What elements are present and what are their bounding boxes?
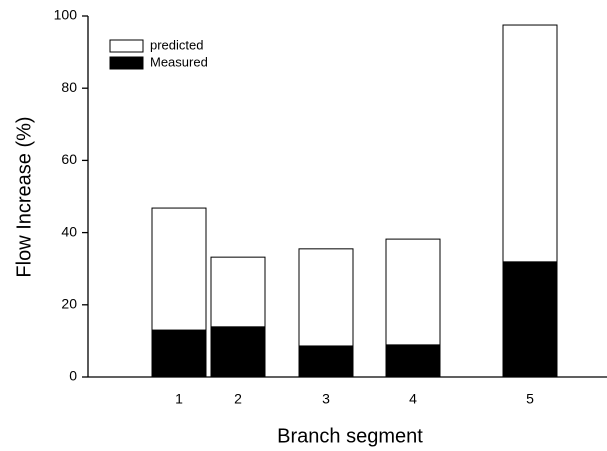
y-tick-label: 80	[61, 79, 77, 95]
x-tick-label: 1	[175, 391, 183, 407]
legend-swatch	[109, 56, 144, 70]
bar	[210, 326, 266, 378]
x-axis-title: Branch segment	[277, 425, 423, 447]
y-tick-label: 60	[61, 151, 77, 167]
x-tick-label: 2	[234, 391, 242, 407]
x-tick-label: 5	[526, 391, 534, 407]
y-tick-label: 100	[54, 7, 78, 23]
y-tick-label: 20	[61, 296, 77, 312]
y-axis-title: Flow Increase (%)	[13, 116, 35, 277]
bar	[151, 329, 207, 378]
x-tick-label: 4	[409, 391, 417, 407]
legend-swatch	[109, 39, 144, 53]
x-tick-label: 3	[322, 391, 330, 407]
y-tick-label: 0	[69, 368, 77, 384]
y-tick-label: 40	[61, 223, 77, 239]
legend-label: Measured	[150, 54, 208, 69]
bar	[385, 344, 441, 378]
bar	[298, 345, 354, 378]
legend-label: predicted	[150, 37, 203, 52]
bar	[502, 261, 558, 378]
